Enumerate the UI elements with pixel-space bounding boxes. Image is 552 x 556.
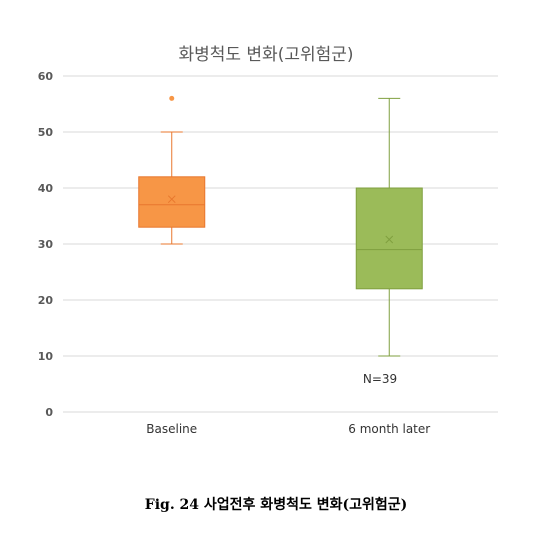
x-tick-label: 6 month later: [348, 422, 430, 436]
y-tick-label: 20: [38, 294, 54, 307]
x-axis: Baseline 6 month later: [146, 422, 430, 436]
figure-caption: Fig. 24 사업전후 화병척도 변화(고위험군): [144, 497, 408, 513]
box-baseline: [138, 95, 206, 245]
mean-marker: [167, 195, 176, 204]
box: [355, 187, 423, 290]
x-tick-label: Baseline: [146, 422, 197, 436]
gridlines: [63, 75, 498, 413]
y-tick-label: 60: [38, 70, 54, 83]
box-6-month-later: [355, 97, 423, 357]
y-tick-label: 50: [38, 126, 54, 139]
y-axis: 0 10 20 30 40 50 60: [38, 70, 54, 419]
y-tick-label: 0: [45, 406, 53, 419]
box-plot-chart: 화병척도 변화(고위험군) 0 10 20 30 40 50 60 Baseline 6 mo…: [38, 45, 498, 436]
y-tick-label: 30: [38, 238, 54, 251]
outlier-point: [169, 95, 175, 101]
box: [138, 176, 206, 228]
chart-title: 화병척도 변화(고위험군): [178, 45, 353, 65]
box-series: [138, 95, 423, 357]
y-tick-label: 10: [38, 350, 54, 363]
sample-size-annotation: N=39: [363, 372, 397, 386]
mean-marker: [385, 235, 394, 244]
y-tick-label: 40: [38, 182, 54, 195]
